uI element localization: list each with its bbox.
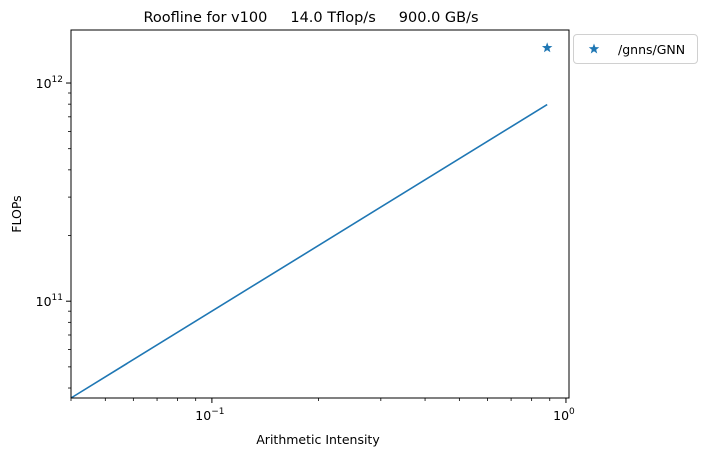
x-axis-label: Arithmetic Intensity: [256, 432, 380, 447]
y-axis-label: FLOPs: [9, 195, 24, 232]
roofline-line: [70, 103, 548, 399]
plot-area: [70, 42, 553, 399]
y-tick-label: 1011: [36, 293, 63, 309]
chart-title: Roofline for v100 14.0 Tflop/s 900.0 GB/…: [143, 10, 478, 26]
data-point-star: [541, 42, 553, 53]
legend-star-icon: [588, 43, 600, 54]
y-tick-label: 1012: [36, 75, 63, 91]
legend-label: /gnns/GNN: [618, 42, 686, 57]
axes-frame: [70, 29, 570, 399]
legend: /gnns/GNN: [573, 34, 698, 64]
x-tick-label: 10−1: [195, 407, 224, 423]
x-tick-label: 100: [553, 407, 575, 423]
